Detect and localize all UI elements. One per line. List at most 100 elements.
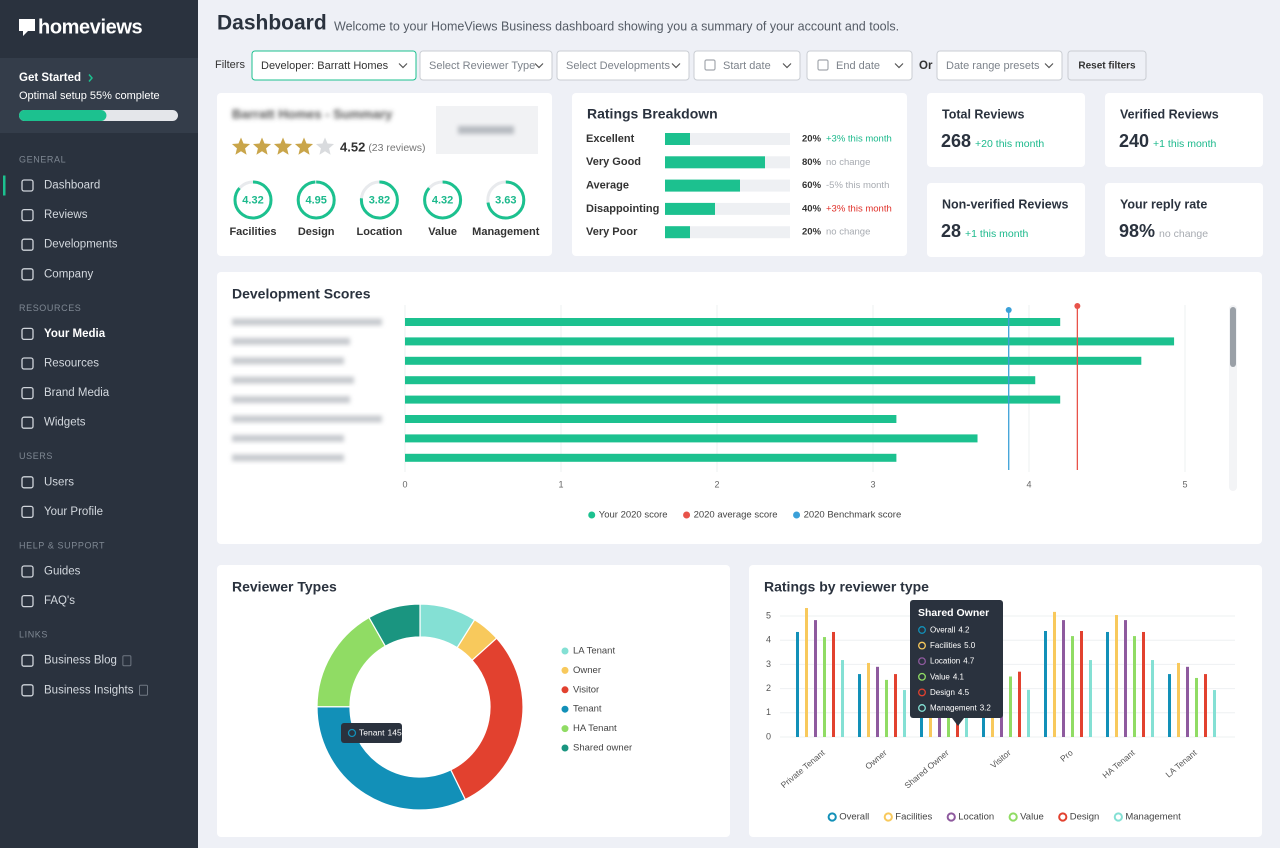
nav-item[interactable]: Brand Media — [44, 387, 110, 399]
bar — [1027, 689, 1030, 737]
legend-label: 2020 average score — [694, 510, 778, 521]
rating-star — [252, 137, 272, 155]
rating-percent: 40% — [802, 203, 822, 214]
legend-marker — [946, 812, 956, 822]
chart-title: Ratings by reviewer type — [764, 579, 929, 595]
filter-select[interactable]: Select Reviewer Type — [429, 60, 535, 72]
rating-star — [231, 137, 251, 155]
filter-select[interactable]: Developer: Barratt Homes — [261, 60, 389, 72]
stat-change: +1 this month — [965, 228, 1028, 240]
development-scores-card — [217, 272, 1262, 544]
chevron-icon — [671, 63, 681, 69]
category-label-redacted — [232, 318, 382, 326]
legend-label: Overall — [839, 812, 869, 823]
get-started-text: Optimal setup 55% complete — [19, 90, 160, 102]
filter-presets-box[interactable] — [936, 50, 1063, 81]
tooltip-series: Facilities — [930, 641, 961, 650]
bar — [1009, 676, 1012, 737]
chart-title: Development Scores — [232, 286, 371, 302]
bar — [814, 620, 817, 737]
legend-marker — [560, 704, 570, 714]
score-label: Facilities — [229, 226, 276, 238]
nav-icon — [21, 505, 34, 519]
score-value: 3.63 — [495, 194, 516, 206]
filter-select-box[interactable] — [556, 50, 690, 81]
bar — [1044, 631, 1047, 737]
get-started-title[interactable]: Get Started — [19, 72, 81, 84]
nav-icon — [21, 268, 34, 281]
pie-slice — [368, 603, 421, 647]
legend-label: Location — [958, 812, 994, 823]
calendar-icon — [704, 59, 716, 71]
bar — [1115, 615, 1118, 737]
rating-change: +3% this month — [826, 134, 892, 145]
category-label-redacted — [232, 396, 350, 404]
rating-change: -5% this month — [826, 180, 889, 191]
score-value: 4.32 — [432, 194, 453, 206]
filter-select[interactable]: Select Developments — [566, 60, 670, 72]
nav-item[interactable]: Your Profile — [44, 506, 103, 518]
rating-percent: 20% — [802, 134, 822, 145]
x-tick-label: 5 — [1182, 479, 1187, 489]
filter-select-box[interactable] — [419, 50, 553, 81]
reference-marker — [1005, 307, 1012, 313]
nav-item[interactable]: Dashboard — [44, 180, 100, 192]
nav-icon — [21, 357, 34, 370]
filter-select[interactable]: End date — [836, 60, 880, 72]
tooltip-marker — [347, 728, 357, 738]
rating-track — [665, 226, 790, 239]
category-label-redacted — [232, 376, 354, 384]
bar — [1177, 662, 1180, 737]
nav-section-label: GENERAL — [19, 154, 66, 164]
nav-icon — [21, 594, 34, 608]
legend-marker — [682, 510, 692, 520]
tooltip-text: Facilities 5.0 — [930, 641, 976, 650]
filter-select-box[interactable] — [806, 50, 913, 81]
filter-select-box[interactable] — [693, 50, 801, 81]
legend-marker — [1008, 812, 1018, 822]
nav-item[interactable]: FAQ's — [44, 595, 75, 607]
nav-item[interactable]: Users — [44, 476, 74, 488]
review-count: (23 reviews) — [368, 142, 425, 154]
nav-item[interactable]: Guides — [44, 566, 81, 578]
rating-change: no change — [826, 157, 870, 168]
nav-item[interactable]: Developments — [44, 239, 118, 251]
nav-icon — [21, 386, 34, 400]
bar — [1195, 677, 1198, 737]
bar — [1106, 631, 1109, 737]
nav-item[interactable]: Your Media — [44, 328, 106, 340]
scrollbar-thumb[interactable] — [1230, 307, 1236, 367]
bar — [823, 637, 826, 737]
chevron-icon — [894, 63, 904, 69]
reset-filters[interactable]: Reset filters — [1078, 61, 1136, 72]
legend-marker — [587, 510, 597, 520]
nav-item[interactable]: Widgets — [44, 417, 86, 429]
stat-title: Your reply rate — [1120, 197, 1207, 211]
nav-item[interactable]: Reviews — [44, 209, 88, 221]
nav-item[interactable]: Business Insights — [44, 684, 134, 696]
nav-item[interactable]: Business Blog — [44, 655, 117, 667]
reset-filters-box[interactable] — [1067, 50, 1147, 81]
x-tick-label: 1 — [558, 479, 563, 489]
filters-or: Or — [919, 60, 933, 72]
rating-track — [665, 133, 790, 145]
filter-select-box[interactable] — [251, 50, 417, 81]
bar — [1213, 690, 1216, 737]
legend-marker — [560, 646, 570, 656]
score-bar — [405, 337, 1175, 346]
tooltip-text: Tenant 145 — [359, 728, 402, 738]
score-ring — [359, 180, 399, 220]
chevron-icon — [398, 63, 408, 69]
filter-presets[interactable]: Date range presets — [946, 60, 1040, 72]
category-label-redacted — [232, 434, 344, 442]
tooltip-series: Location — [930, 657, 960, 666]
nav-item[interactable]: Resources — [44, 358, 99, 370]
bar — [1186, 666, 1189, 737]
score-bar — [405, 376, 1036, 385]
legend-marker — [560, 665, 570, 675]
filter-select[interactable]: Start date — [723, 60, 771, 72]
bar — [1062, 620, 1065, 737]
nav-item[interactable]: Company — [44, 268, 93, 280]
rating-star — [294, 137, 314, 155]
x-tick-label: 4 — [1026, 479, 1031, 489]
